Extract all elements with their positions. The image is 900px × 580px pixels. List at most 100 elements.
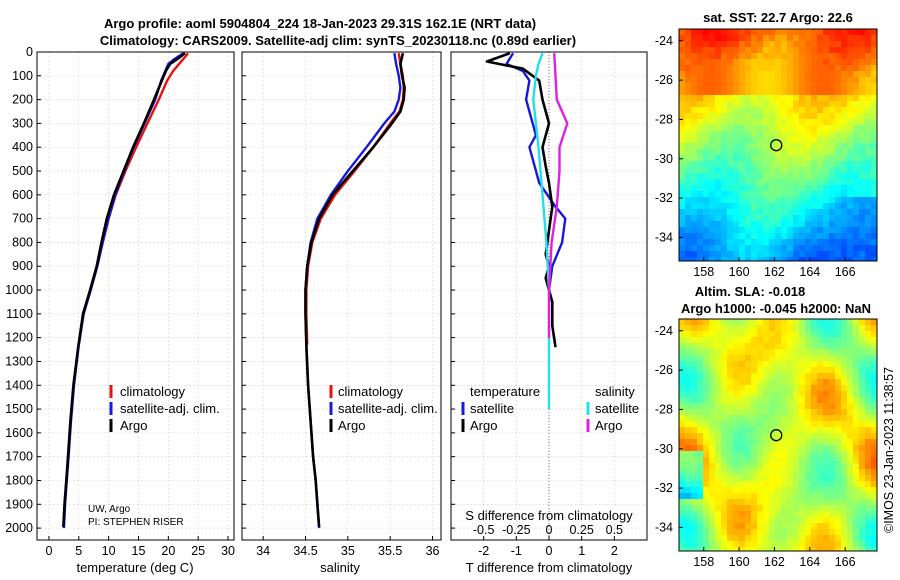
heatmap-cell	[763, 89, 769, 95]
heatmap-cell	[793, 337, 799, 343]
heatmap-cell	[829, 337, 835, 343]
heatmap-cell	[757, 113, 763, 119]
heatmap-cell	[853, 47, 859, 53]
heatmap-cell	[847, 373, 853, 379]
heatmap-cell	[733, 179, 739, 185]
heatmap-cell	[829, 101, 835, 107]
heatmap-cell	[799, 77, 805, 83]
heatmap-cell	[739, 113, 745, 119]
heatmap-cell	[817, 257, 823, 261]
heatmap-cell	[775, 179, 781, 185]
heatmap-cell	[679, 337, 685, 343]
heatmap-cell	[763, 167, 769, 173]
heatmap-cell	[787, 113, 793, 119]
heatmap-cell	[781, 215, 787, 221]
heatmap-cell	[769, 137, 775, 143]
heatmap-cell	[763, 113, 769, 119]
heatmap-cell	[823, 95, 829, 101]
heatmap-cell	[805, 29, 811, 35]
heatmap-cell	[757, 403, 763, 409]
heatmap-cell	[793, 203, 799, 209]
heatmap-cell	[715, 451, 721, 457]
heatmap-cell	[745, 421, 751, 427]
heatmap-cell	[739, 355, 745, 361]
heatmap-cell	[751, 469, 757, 475]
heatmap-cell	[799, 409, 805, 415]
heatmap-cell	[775, 215, 781, 221]
heatmap-cell	[739, 41, 745, 47]
heatmap-cell	[859, 185, 865, 191]
heatmap-cell	[751, 209, 757, 215]
heatmap-cell	[727, 337, 733, 343]
heatmap-cell	[841, 233, 847, 239]
heatmap-cell	[697, 149, 703, 155]
heatmap-cell	[805, 325, 811, 331]
heatmap-cell	[835, 143, 841, 149]
heatmap-cell	[757, 125, 763, 131]
heatmap-cell	[823, 337, 829, 343]
heatmap-cell	[709, 331, 715, 337]
heatmap-cell	[757, 463, 763, 469]
heatmap-cell	[859, 343, 865, 349]
heatmap-cell	[751, 325, 757, 331]
heatmap-cell	[775, 319, 781, 325]
heatmap-cell	[739, 197, 745, 203]
heatmap-cell	[859, 131, 865, 137]
heatmap-cell	[721, 197, 727, 203]
heatmap-cell	[685, 257, 691, 261]
heatmap-cell	[841, 239, 847, 245]
heatmap-cell	[733, 415, 739, 421]
heatmap-cell	[835, 65, 841, 71]
heatmap-cell	[829, 149, 835, 155]
heatmap-cell	[709, 191, 715, 197]
heatmap-cell	[835, 107, 841, 113]
heatmap-cell	[757, 475, 763, 481]
heatmap-cell	[787, 179, 793, 185]
heatmap-cell	[721, 499, 727, 505]
heatmap-cell	[685, 457, 691, 463]
heatmap-cell	[709, 131, 715, 137]
x-tick-label: 164	[799, 555, 820, 569]
heatmap-cell	[835, 367, 841, 373]
heatmap-cell	[823, 529, 829, 535]
heatmap-cell	[793, 475, 799, 481]
heatmap-cell	[859, 535, 865, 541]
heatmap-cell	[811, 209, 817, 215]
heatmap-cell	[691, 143, 697, 149]
heatmap-cell	[703, 529, 709, 535]
heatmap-cell	[703, 185, 709, 191]
heatmap-cell	[685, 47, 691, 53]
heatmap-cell	[835, 209, 841, 215]
heatmap-cell	[835, 505, 841, 511]
heatmap-cell	[847, 245, 853, 251]
heatmap-cell	[769, 233, 775, 239]
heatmap-cell	[745, 415, 751, 421]
salinity-legend: climatology satellite-adj. clim. Argo	[329, 384, 438, 433]
heatmap-cell	[715, 227, 721, 233]
heatmap-cell	[847, 53, 853, 59]
heatmap-cell	[859, 451, 865, 457]
heatmap-cell	[745, 397, 751, 403]
heatmap-cell	[823, 373, 829, 379]
heatmap-cell	[817, 83, 823, 89]
heatmap-cell	[775, 29, 781, 35]
heatmap-cell	[679, 143, 685, 149]
heatmap-cell	[763, 137, 769, 143]
heatmap-cell	[685, 475, 691, 481]
heatmap-cell	[691, 529, 697, 535]
heatmap-cell	[769, 29, 775, 35]
heatmap-cell	[859, 233, 865, 239]
heatmap-cell	[793, 185, 799, 191]
heatmap-cell	[781, 101, 787, 107]
heatmap-cell	[811, 457, 817, 463]
heatmap-cell	[691, 47, 697, 53]
legend-temp-argo-label: Argo	[470, 418, 497, 433]
heatmap-cell	[709, 89, 715, 95]
heatmap-cell	[823, 433, 829, 439]
heatmap-cell	[847, 113, 853, 119]
heatmap-cell	[847, 547, 853, 551]
heatmap-cell	[715, 35, 721, 41]
heatmap-cell	[817, 367, 823, 373]
heatmap-cell	[811, 325, 817, 331]
heatmap-cell	[721, 245, 727, 251]
